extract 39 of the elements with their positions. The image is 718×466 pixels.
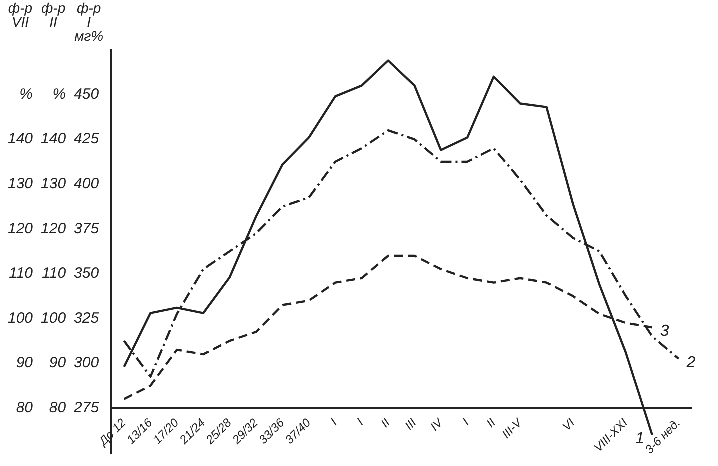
y-tick-label: 300	[74, 354, 100, 372]
y3-tick-label: 90	[16, 354, 34, 372]
y-tick-label: 400	[74, 176, 100, 193]
y-tick-label: 425	[74, 130, 100, 148]
y2-tick-label: %	[52, 86, 66, 103]
y3-tick-label: 120	[8, 220, 34, 238]
y3-tick-label: 100	[8, 310, 34, 327]
y3-tick-label: %	[20, 86, 34, 103]
x-tick-label: III	[402, 415, 420, 433]
x-tick-label: IV	[428, 415, 446, 434]
x-tick-label: I	[354, 415, 367, 428]
y-tick-label: 450	[74, 86, 100, 103]
series-label: 2	[686, 354, 696, 372]
y2-axis-title: ф-р II	[41, 0, 66, 30]
y3-tick-label: 130	[8, 176, 34, 193]
x-tick-label: 3-6 нед.	[642, 416, 684, 457]
y2-tick-label: 100	[41, 310, 67, 327]
y-tick-label: 325	[74, 310, 100, 327]
y2-tick-label: 80	[49, 399, 67, 416]
y2-tick-label: 110	[42, 265, 67, 282]
x-tick-label: II	[484, 415, 499, 431]
x-tick-label: I	[460, 415, 473, 428]
y-axis-title: ф-р I мг%	[74, 0, 104, 44]
y-tick-label: 375	[74, 220, 100, 238]
x-tick-label: VI	[560, 415, 578, 434]
y2-tick-label: 120	[41, 220, 67, 238]
y2-tick-label: 130	[41, 176, 67, 193]
y-tick-label: 275	[73, 399, 100, 416]
y3-tick-label: 110	[9, 265, 34, 282]
y2-tick-label: 140	[41, 130, 67, 148]
series-label: 3	[660, 323, 670, 340]
y3-axis-title: ф-р VII	[8, 0, 33, 30]
x-tick-label: I	[328, 415, 340, 428]
y-tick-label: 350	[74, 265, 100, 282]
y2-tick-label: 90	[49, 354, 67, 372]
y3-tick-label: 140	[8, 130, 34, 148]
series-label: 1	[635, 430, 644, 448]
y3-tick-label: 80	[16, 399, 34, 416]
x-tick-label: II	[378, 415, 394, 431]
